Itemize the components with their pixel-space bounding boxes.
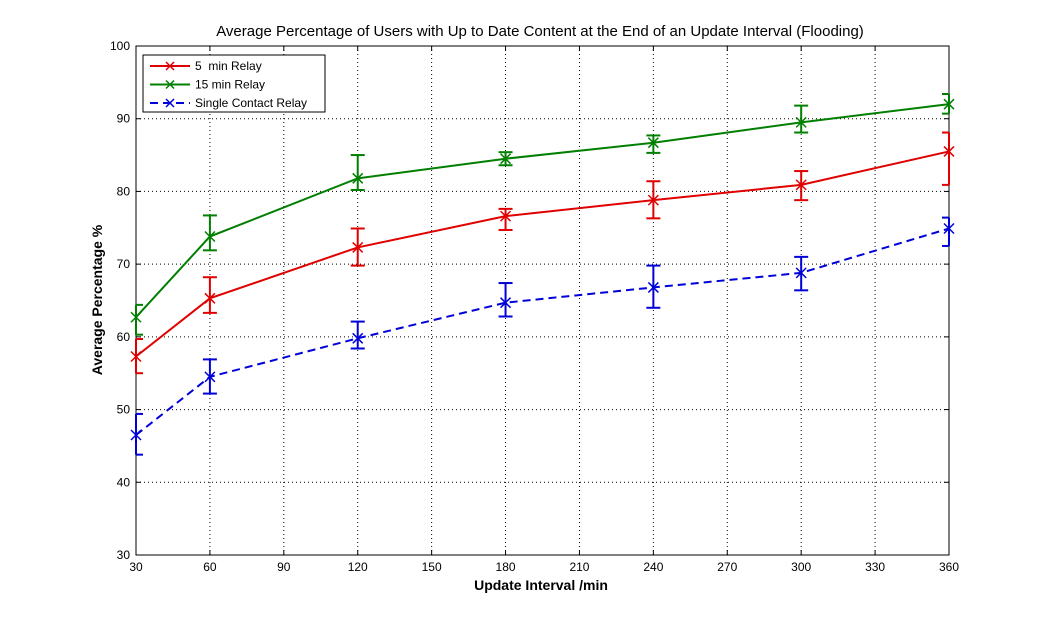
series-line-15-min-relay — [135, 103, 950, 318]
series-single-contact-relay — [130, 216, 955, 456]
y-tick-label: 30 — [117, 548, 131, 562]
legend-label: Single Contact Relay — [195, 96, 307, 110]
legend-entry-single-contact-relay: Single Contact Relay — [150, 96, 307, 110]
data-point — [204, 292, 216, 304]
data-point — [795, 116, 807, 128]
legend-entry-5-min-relay: 5 min Relay — [150, 59, 262, 73]
x-tick-label: 360 — [939, 560, 959, 574]
axis-ticks: 30 60 90 120 150 180 210 240 270 300 330 360 30 40 50 6… — [110, 39, 959, 574]
x-tick-label: 180 — [496, 560, 516, 574]
legend-label: 15 min Relay — [195, 78, 265, 92]
data-point — [130, 429, 142, 441]
legend-entry-15-min-relay: 15 min Relay — [150, 78, 265, 92]
x-tick-label: 120 — [348, 560, 368, 574]
data-point — [943, 145, 955, 157]
data-point — [204, 371, 216, 383]
plot-area — [135, 45, 950, 556]
x-tick-label: 90 — [277, 560, 291, 574]
data-point — [352, 172, 364, 184]
data-point — [130, 311, 142, 323]
x-axis-label: Update Interval /min — [474, 577, 608, 593]
x-tick-label: 210 — [569, 560, 589, 574]
x-tick-label: 30 — [129, 560, 143, 574]
data-point — [500, 210, 512, 222]
data-point — [647, 137, 659, 149]
data-point — [130, 350, 142, 363]
y-tick-label: 50 — [117, 403, 131, 417]
series-group — [130, 92, 955, 456]
series-line-5-min-relay — [135, 150, 950, 358]
data-point — [500, 297, 512, 309]
y-tick-label: 90 — [117, 112, 131, 126]
y-tick-label: 40 — [117, 475, 131, 489]
x-tick-label: 270 — [717, 560, 737, 574]
series-5-min-relay — [130, 131, 955, 375]
y-tick-label: 70 — [117, 257, 131, 271]
data-point — [795, 267, 807, 279]
series-15-min-relay — [130, 92, 955, 336]
x-tick-label: 240 — [643, 560, 663, 574]
x-tick-label: 150 — [422, 560, 442, 574]
data-point — [647, 194, 659, 206]
y-tick-label: 80 — [117, 184, 131, 198]
x-tick-label: 300 — [791, 560, 811, 574]
legend: 5 min Relay 15 min Relay Single Contact Re… — [142, 54, 326, 113]
data-point — [795, 179, 807, 191]
data-point — [500, 153, 512, 165]
chart-title: Average Percentage of Users with Up to D… — [216, 23, 864, 40]
series-line-single-contact-relay — [135, 227, 950, 436]
data-point — [943, 222, 955, 235]
legend-label: 5 min Relay — [195, 59, 262, 73]
y-tick-label: 100 — [110, 39, 130, 53]
data-point — [352, 241, 364, 253]
data-point — [352, 332, 364, 344]
x-tick-label: 60 — [203, 560, 217, 574]
grid — [136, 46, 949, 555]
data-point — [647, 281, 659, 293]
data-point — [204, 230, 216, 243]
y-axis-label: Average Percentage % — [89, 224, 105, 375]
data-point — [943, 98, 955, 110]
x-tick-label: 330 — [865, 560, 885, 574]
y-tick-label: 60 — [117, 330, 131, 344]
